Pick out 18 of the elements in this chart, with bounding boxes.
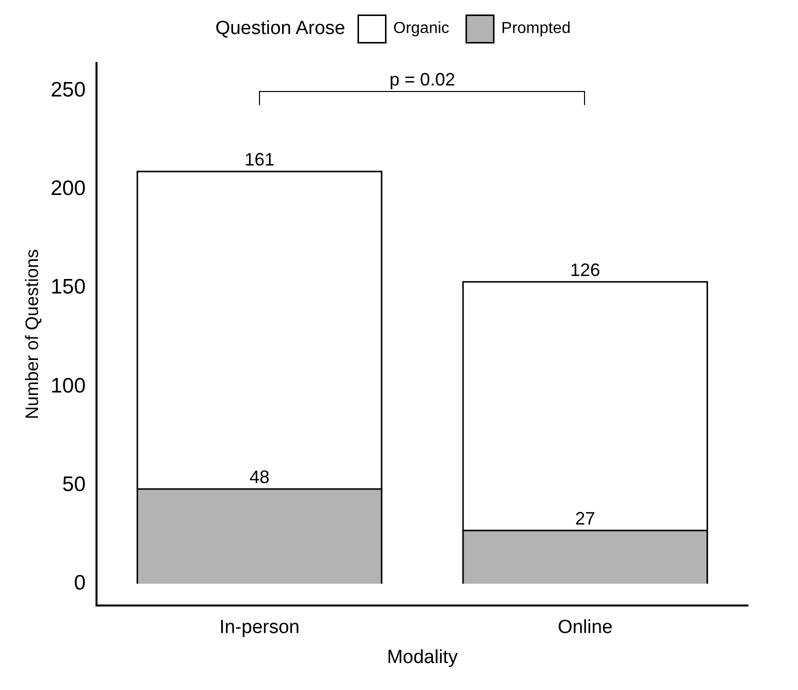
y-tick-label: 150	[50, 276, 86, 299]
legend-title: Question Arose	[215, 18, 346, 40]
legend-label: Prompted	[501, 20, 571, 38]
y-tick-label: 100	[50, 374, 86, 398]
data-label: 161	[244, 149, 274, 170]
y-tick-label: 250	[50, 78, 86, 102]
legend-label: Organic	[393, 20, 450, 38]
x-tick-label: Online	[558, 617, 613, 638]
x-axis-title: Modality	[386, 646, 458, 668]
y-axis-title: Number of Questions	[22, 249, 42, 420]
y-tick-label: 200	[50, 177, 86, 200]
y-tick-label: 50	[62, 472, 86, 496]
data-label: 126	[570, 260, 600, 280]
data-label: 27	[575, 508, 596, 528]
y-tick-label: 0	[74, 572, 86, 594]
annotation: p = 0.02	[390, 70, 456, 90]
data-label: 48	[249, 467, 270, 487]
x-tick-label: In-person	[219, 617, 300, 638]
